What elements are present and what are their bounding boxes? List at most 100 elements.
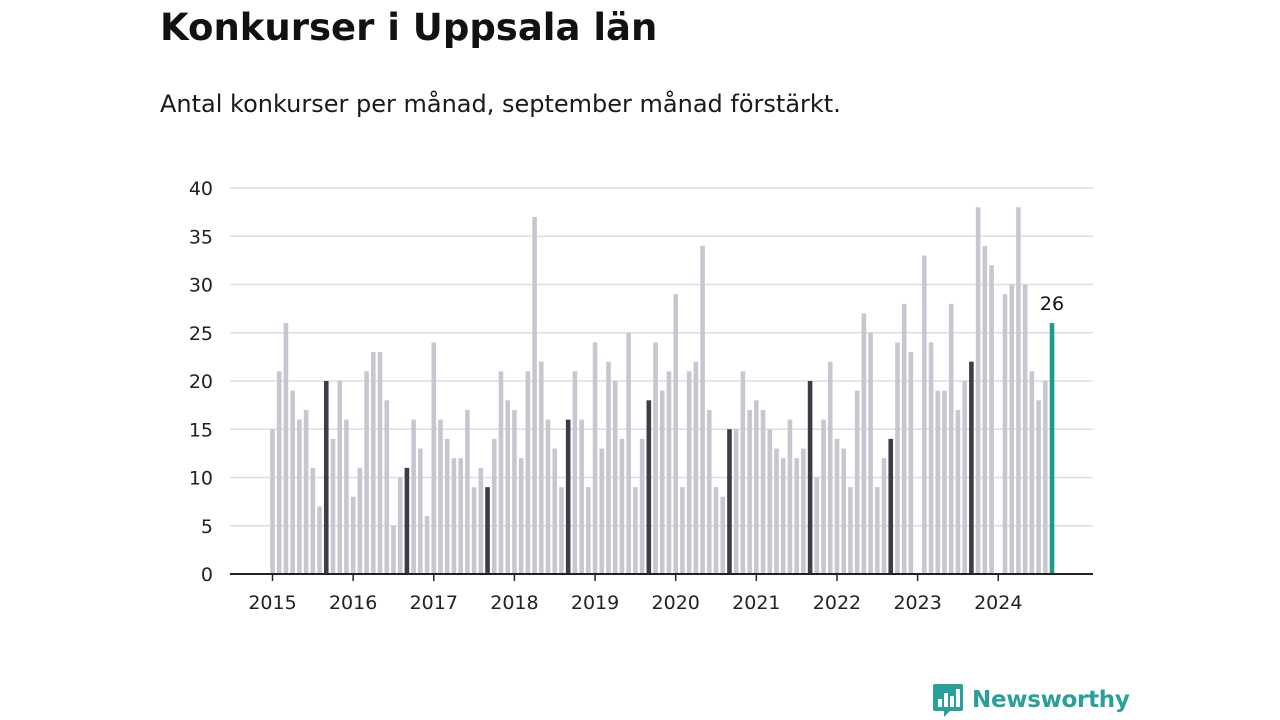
september-bar bbox=[404, 467, 410, 574]
bar bbox=[848, 487, 853, 574]
september-bar bbox=[969, 361, 974, 574]
bar bbox=[707, 409, 712, 574]
bar bbox=[989, 265, 994, 574]
bar bbox=[935, 390, 941, 574]
bar bbox=[875, 487, 880, 574]
y-tick-label: 15 bbox=[189, 419, 213, 441]
x-tick-label: 2016 bbox=[329, 592, 377, 614]
bar bbox=[391, 525, 396, 574]
y-tick-label: 40 bbox=[189, 178, 213, 200]
september-bar bbox=[646, 400, 652, 574]
bar bbox=[505, 400, 510, 574]
bar bbox=[1016, 207, 1021, 575]
bar bbox=[350, 496, 356, 574]
x-tick-label: 2017 bbox=[410, 592, 458, 614]
chart-title: Konkurser i Uppsala län bbox=[160, 6, 658, 49]
bar bbox=[673, 294, 678, 574]
bar bbox=[545, 419, 551, 574]
x-tick-label: 2019 bbox=[571, 592, 619, 614]
bar bbox=[539, 361, 544, 574]
bar bbox=[774, 448, 779, 574]
bar bbox=[397, 477, 403, 574]
bar bbox=[525, 371, 531, 574]
bar bbox=[344, 419, 349, 574]
bar bbox=[942, 390, 947, 574]
bar bbox=[787, 419, 793, 574]
bar bbox=[592, 342, 598, 574]
bar bbox=[693, 361, 699, 574]
bar bbox=[377, 352, 383, 574]
y-tick-label: 30 bbox=[189, 275, 213, 297]
newsworthy-brand[interactable]: Newsworthy bbox=[932, 680, 1130, 720]
bar bbox=[424, 516, 430, 574]
september-bar bbox=[323, 381, 329, 574]
bar bbox=[948, 303, 954, 574]
bar bbox=[619, 438, 625, 574]
bar bbox=[471, 487, 477, 574]
september-bar bbox=[485, 487, 490, 574]
september-bar bbox=[565, 419, 571, 574]
bar bbox=[861, 313, 867, 574]
bar bbox=[1002, 294, 1008, 574]
bar bbox=[586, 487, 591, 574]
bar bbox=[780, 458, 786, 574]
bar bbox=[747, 409, 752, 574]
bar bbox=[754, 400, 759, 574]
data-label: 26 bbox=[1040, 293, 1064, 315]
y-tick-label: 25 bbox=[189, 323, 213, 345]
bar bbox=[317, 506, 322, 574]
bar bbox=[465, 409, 470, 574]
bar bbox=[639, 438, 645, 574]
y-tick-label: 20 bbox=[189, 371, 213, 393]
bar bbox=[854, 390, 860, 574]
bar bbox=[700, 245, 705, 574]
chart-subtitle: Antal konkurser per månad, september mån… bbox=[160, 90, 841, 118]
september-bar bbox=[807, 381, 813, 574]
x-tick-label: 2024 bbox=[974, 592, 1022, 614]
x-tick-label: 2015 bbox=[248, 592, 296, 614]
bar bbox=[895, 342, 900, 574]
bar bbox=[518, 458, 524, 574]
bar bbox=[579, 419, 584, 574]
bar bbox=[276, 371, 282, 574]
bar bbox=[364, 371, 369, 574]
september-bar bbox=[888, 438, 894, 574]
bar bbox=[290, 390, 295, 574]
x-tick-label: 2021 bbox=[732, 592, 780, 614]
bar bbox=[303, 409, 309, 574]
bar bbox=[559, 487, 564, 574]
bar bbox=[928, 342, 934, 574]
bar bbox=[962, 381, 967, 574]
x-tick-label: 2022 bbox=[813, 592, 861, 614]
bar bbox=[834, 438, 840, 574]
bar bbox=[357, 467, 363, 574]
bar bbox=[713, 487, 719, 574]
bar bbox=[794, 458, 799, 574]
y-tick-label: 5 bbox=[201, 516, 213, 538]
bar bbox=[606, 361, 611, 574]
x-tick-label: 2023 bbox=[893, 592, 941, 614]
bar bbox=[512, 409, 517, 574]
bar bbox=[330, 438, 336, 574]
bar bbox=[733, 429, 739, 574]
bar bbox=[572, 371, 578, 574]
bar bbox=[1036, 400, 1041, 574]
bar bbox=[767, 429, 773, 574]
bar bbox=[444, 438, 450, 574]
bar bbox=[686, 371, 692, 574]
bar bbox=[868, 332, 873, 574]
y-tick-label: 35 bbox=[189, 226, 213, 248]
bar bbox=[612, 381, 618, 574]
bar bbox=[666, 371, 672, 574]
bar bbox=[814, 477, 820, 574]
bar bbox=[310, 467, 316, 574]
bar bbox=[659, 390, 665, 574]
bar bbox=[270, 429, 275, 574]
bar bbox=[821, 419, 826, 574]
bar bbox=[411, 419, 416, 574]
x-tick-label: 2018 bbox=[490, 592, 538, 614]
bar bbox=[599, 448, 605, 574]
bar bbox=[901, 303, 907, 574]
bar bbox=[1009, 284, 1014, 574]
x-tick-label: 2020 bbox=[652, 592, 700, 614]
